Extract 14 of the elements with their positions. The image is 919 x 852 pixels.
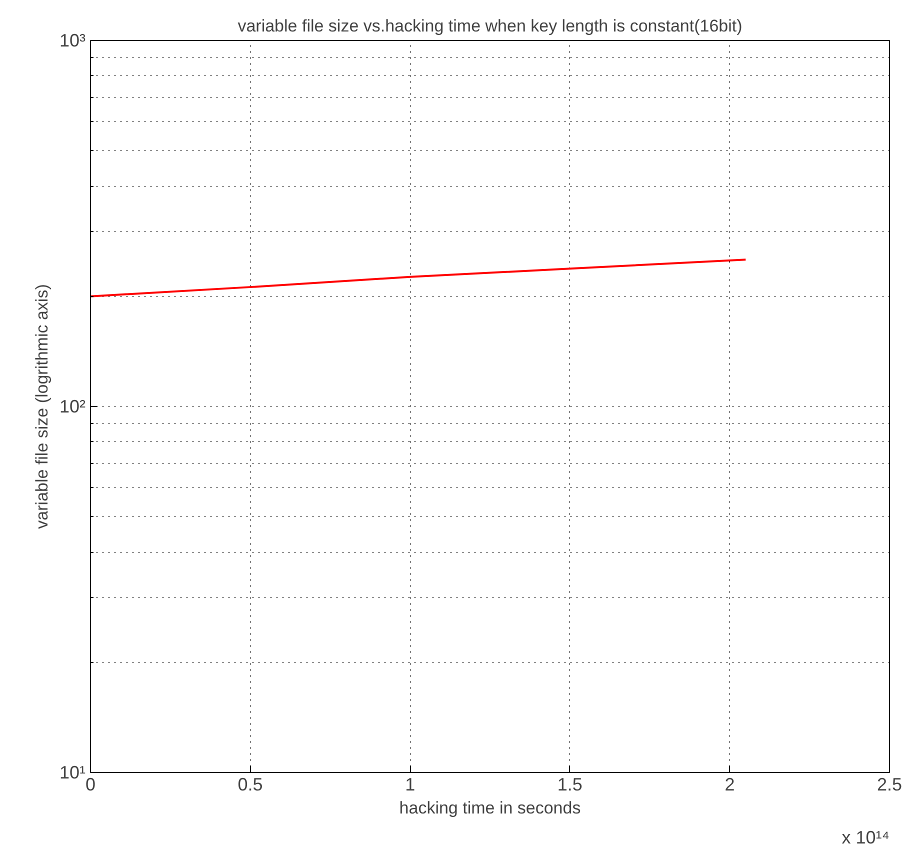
text: x 10¹⁴: [842, 828, 890, 848]
x-tick-label: 2.5: [876, 774, 902, 794]
x-tick-label: 1.5: [557, 774, 582, 794]
x-axis-title: hacking time in seconds: [399, 798, 581, 818]
y-axis-title: variable file size (logrithmic axis): [32, 284, 52, 529]
line-series: [90, 258, 747, 298]
x-tick-label: 2: [724, 774, 735, 794]
x-tick-label: 0: [85, 774, 96, 794]
y-tick-label: 10³: [59, 30, 86, 50]
y-tick-label: 10²: [59, 396, 86, 416]
x-tick-label: 1: [405, 774, 416, 794]
x-tick-label: 0.5: [238, 774, 263, 794]
chart-title: variable file size vs.hacking time when key length is constant(16bit): [238, 16, 742, 36]
y-tick-label: 10¹: [59, 762, 86, 782]
